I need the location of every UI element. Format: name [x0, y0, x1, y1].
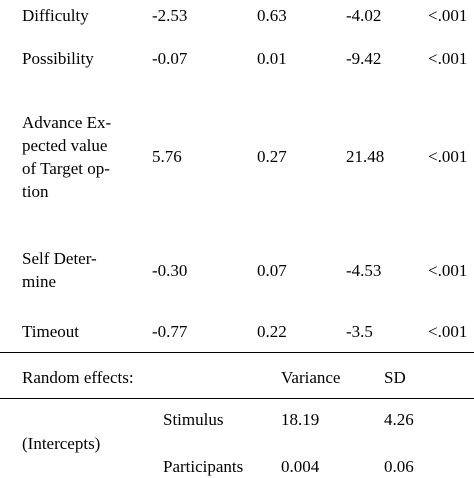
random-effects-header: Random effects:: [22, 368, 134, 387]
row-label-possibility: Possibility: [22, 49, 94, 68]
se-advance-expected-value: 0.27: [257, 147, 287, 166]
estimate-advance-expected-value: 5.76: [152, 147, 182, 166]
random-effect-variance-stimulus: 18.19: [281, 410, 320, 429]
row-label-advance-expected-value-line-3: of Target op-: [22, 159, 110, 178]
z-timeout: -3.5: [346, 322, 373, 341]
column-header-sd: SD: [384, 368, 406, 387]
p-difficulty: <.001: [428, 6, 468, 25]
p-self-determine: <.001: [428, 261, 468, 280]
estimate-timeout: -0.77: [152, 322, 188, 341]
p-timeout: <.001: [428, 322, 468, 341]
se-difficulty: 0.63: [257, 6, 287, 25]
random-effect-variance-participants: 0.004: [281, 457, 320, 476]
p-advance-expected-value: <.001: [428, 147, 468, 166]
row-label-advance-expected-value-line-2: pected value: [22, 136, 108, 155]
row-label-difficulty: Difficulty: [22, 6, 89, 25]
table-rule-top: [0, 352, 474, 353]
estimate-difficulty: -2.53: [152, 6, 188, 25]
row-label-advance-expected-value-line-4: tion: [22, 182, 49, 201]
row-label-self-determine-line-1: Self Deter-: [22, 249, 97, 268]
random-effect-sd-participants: 0.06: [384, 457, 414, 476]
row-label-self-determine-line-2: mine: [22, 272, 56, 291]
table-rule-middle: [0, 398, 474, 399]
z-self-determine: -4.53: [346, 261, 382, 280]
random-effect-name-participants: Participants: [163, 457, 244, 476]
z-difficulty: -4.02: [346, 6, 382, 25]
estimate-possibility: -0.07: [152, 49, 188, 68]
random-effects-group-label: (Intercepts): [22, 434, 101, 453]
random-effect-sd-stimulus: 4.26: [384, 410, 414, 429]
column-header-variance: Variance: [281, 368, 341, 387]
random-effect-name-stimulus: Stimulus: [163, 410, 224, 429]
estimate-self-determine: -0.30: [152, 261, 188, 280]
z-advance-expected-value: 21.48: [346, 147, 385, 166]
se-self-determine: 0.07: [257, 261, 287, 280]
row-label-advance-expected-value-line-1: Advance Ex-: [22, 113, 112, 132]
row-label-timeout: Timeout: [22, 322, 80, 341]
p-possibility: <.001: [428, 49, 468, 68]
se-possibility: 0.01: [257, 49, 287, 68]
z-possibility: -9.42: [346, 49, 382, 68]
se-timeout: 0.22: [257, 322, 287, 341]
